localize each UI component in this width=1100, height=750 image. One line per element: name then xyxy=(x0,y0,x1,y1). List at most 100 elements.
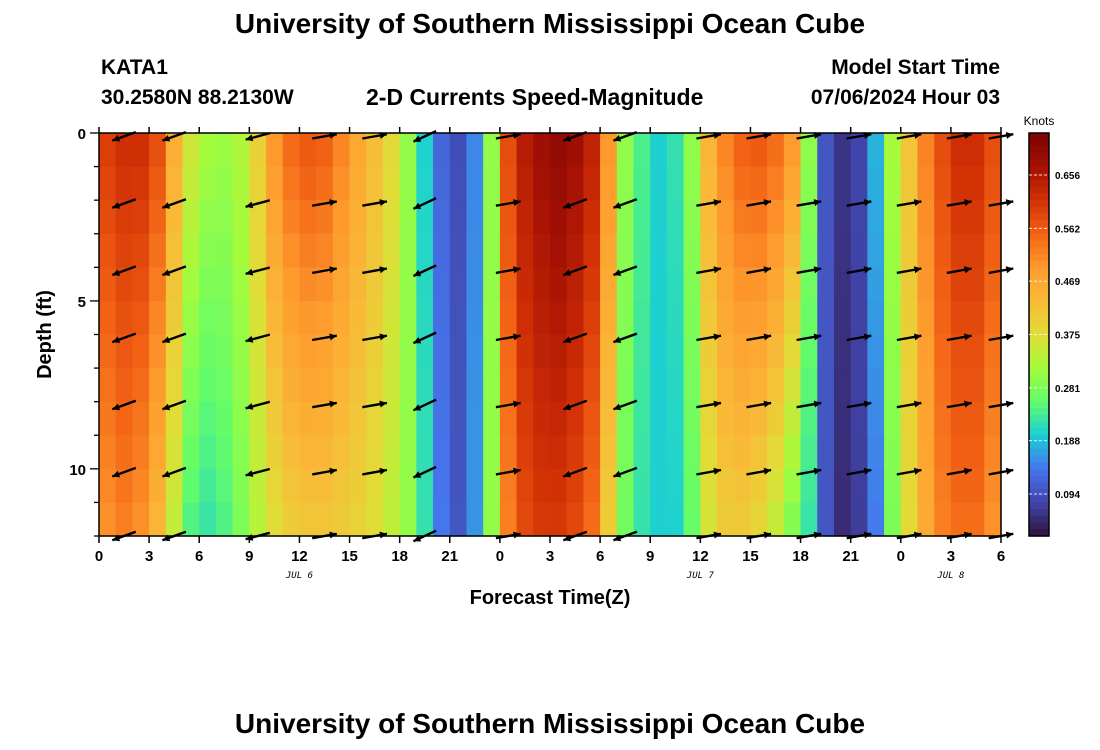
colorbar-segment xyxy=(1029,260,1049,268)
heatmap-cell xyxy=(800,368,818,403)
current-arrowhead xyxy=(713,531,721,539)
heatmap-cell xyxy=(750,267,768,302)
current-arrowhead xyxy=(613,336,622,343)
current-arrowhead xyxy=(813,531,822,539)
heatmap-cell xyxy=(733,233,752,268)
current-arrowhead xyxy=(413,404,422,411)
heatmap-cell xyxy=(967,200,985,235)
heatmap-cell xyxy=(917,166,935,201)
x-tick-label: 15 xyxy=(742,548,759,565)
heatmap-cell xyxy=(600,435,618,470)
heatmap-cell xyxy=(215,133,234,168)
current-arrowhead xyxy=(162,269,171,276)
heatmap-cell xyxy=(382,300,401,336)
heatmap-cell xyxy=(750,435,768,470)
heatmap-cell xyxy=(282,502,301,537)
heatmap-cell xyxy=(934,300,952,336)
heatmap-cell xyxy=(900,468,919,504)
heatmap-cell xyxy=(349,300,367,336)
heatmap-cell xyxy=(767,401,785,436)
heatmap-cell xyxy=(867,233,885,268)
heatmap-cell xyxy=(416,502,434,537)
heatmap-cell xyxy=(733,334,752,369)
heatmap-cell xyxy=(115,133,133,168)
heatmap-cell xyxy=(349,166,367,201)
heatmap-cell xyxy=(399,334,417,369)
heatmap-cell xyxy=(950,200,969,235)
current-arrowhead xyxy=(379,266,387,274)
heatmap-cell xyxy=(299,401,317,436)
heatmap-cell xyxy=(232,468,250,504)
current-arrowhead xyxy=(162,336,171,343)
heatmap-cell xyxy=(165,233,184,268)
heatmap-cell xyxy=(316,468,334,504)
colorbar-segment xyxy=(1029,133,1049,141)
heatmap-cell xyxy=(516,166,534,201)
current-arrowhead xyxy=(1005,199,1014,206)
colorbar-segment xyxy=(1029,334,1049,342)
heatmap-cell xyxy=(249,166,267,201)
heatmap-cell xyxy=(700,401,718,436)
heatmap-cell xyxy=(366,368,384,403)
heatmap-cell xyxy=(132,133,150,168)
heatmap-cell xyxy=(767,267,785,302)
heatmap-cell xyxy=(550,334,568,369)
heatmap-cell xyxy=(800,502,818,537)
heatmap-cell xyxy=(800,267,818,302)
heatmap-cell xyxy=(833,435,852,470)
current-arrowhead xyxy=(329,400,337,408)
heatmap-cell xyxy=(884,133,902,168)
current-arrowhead xyxy=(563,269,572,276)
heatmap-cell xyxy=(382,502,401,537)
heatmap-cell xyxy=(332,368,351,403)
current-arrowhead xyxy=(379,467,387,475)
heatmap-cell xyxy=(366,233,384,268)
heatmap-cell xyxy=(633,435,651,470)
heatmap-cell xyxy=(215,334,234,369)
heatmap-cell xyxy=(867,166,885,201)
heatmap-cell xyxy=(215,166,234,201)
heatmap-cell xyxy=(683,300,701,336)
heatmap-cell xyxy=(99,368,117,403)
heatmap-cell xyxy=(884,200,902,235)
heatmap-cell xyxy=(650,368,668,403)
heatmap-cell xyxy=(884,166,902,201)
current-arrowhead xyxy=(713,467,721,475)
current-arrowhead xyxy=(863,199,872,206)
current-arrowhead xyxy=(329,333,337,341)
heatmap-cell xyxy=(833,166,852,201)
heatmap-cell xyxy=(132,233,150,268)
current-arrowhead xyxy=(1005,467,1014,475)
heatmap-cell xyxy=(700,300,718,336)
heatmap-cell xyxy=(349,334,367,369)
heatmap-cell xyxy=(850,502,868,537)
heatmap-cell xyxy=(499,133,518,168)
heatmap-cell xyxy=(616,166,635,201)
current-arrowhead xyxy=(613,403,622,411)
heatmap-cell xyxy=(449,401,468,436)
heatmap-cell xyxy=(934,133,952,168)
heatmap-cell xyxy=(382,200,401,235)
heatmap-cell xyxy=(199,468,217,504)
heatmap-cell xyxy=(967,401,985,436)
heatmap-cell xyxy=(483,368,501,403)
heatmap-cell xyxy=(884,401,902,436)
heatmap-cell xyxy=(666,334,685,369)
heatmap-cell xyxy=(533,368,551,403)
heatmap-cell xyxy=(850,133,868,168)
heatmap-cell xyxy=(182,334,200,369)
heatmap-cell xyxy=(850,200,868,235)
heatmap-cell xyxy=(783,468,802,504)
heatmap-cell xyxy=(516,267,534,302)
heatmap-cell xyxy=(516,133,534,168)
heatmap-cell xyxy=(566,166,584,201)
heatmap-cell xyxy=(99,401,117,436)
heatmap-cell xyxy=(382,166,401,201)
heatmap-cell xyxy=(266,435,284,470)
heatmap-cell xyxy=(750,502,768,537)
colorbar-segment xyxy=(1029,341,1049,349)
heatmap-cell xyxy=(366,166,384,201)
heatmap-cell xyxy=(967,133,985,168)
heatmap-cell xyxy=(633,401,651,436)
heatmap-cell xyxy=(115,200,133,235)
